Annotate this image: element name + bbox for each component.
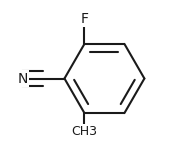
Text: N: N [17, 72, 28, 86]
Text: CH3: CH3 [71, 125, 97, 138]
Text: F: F [80, 12, 88, 26]
